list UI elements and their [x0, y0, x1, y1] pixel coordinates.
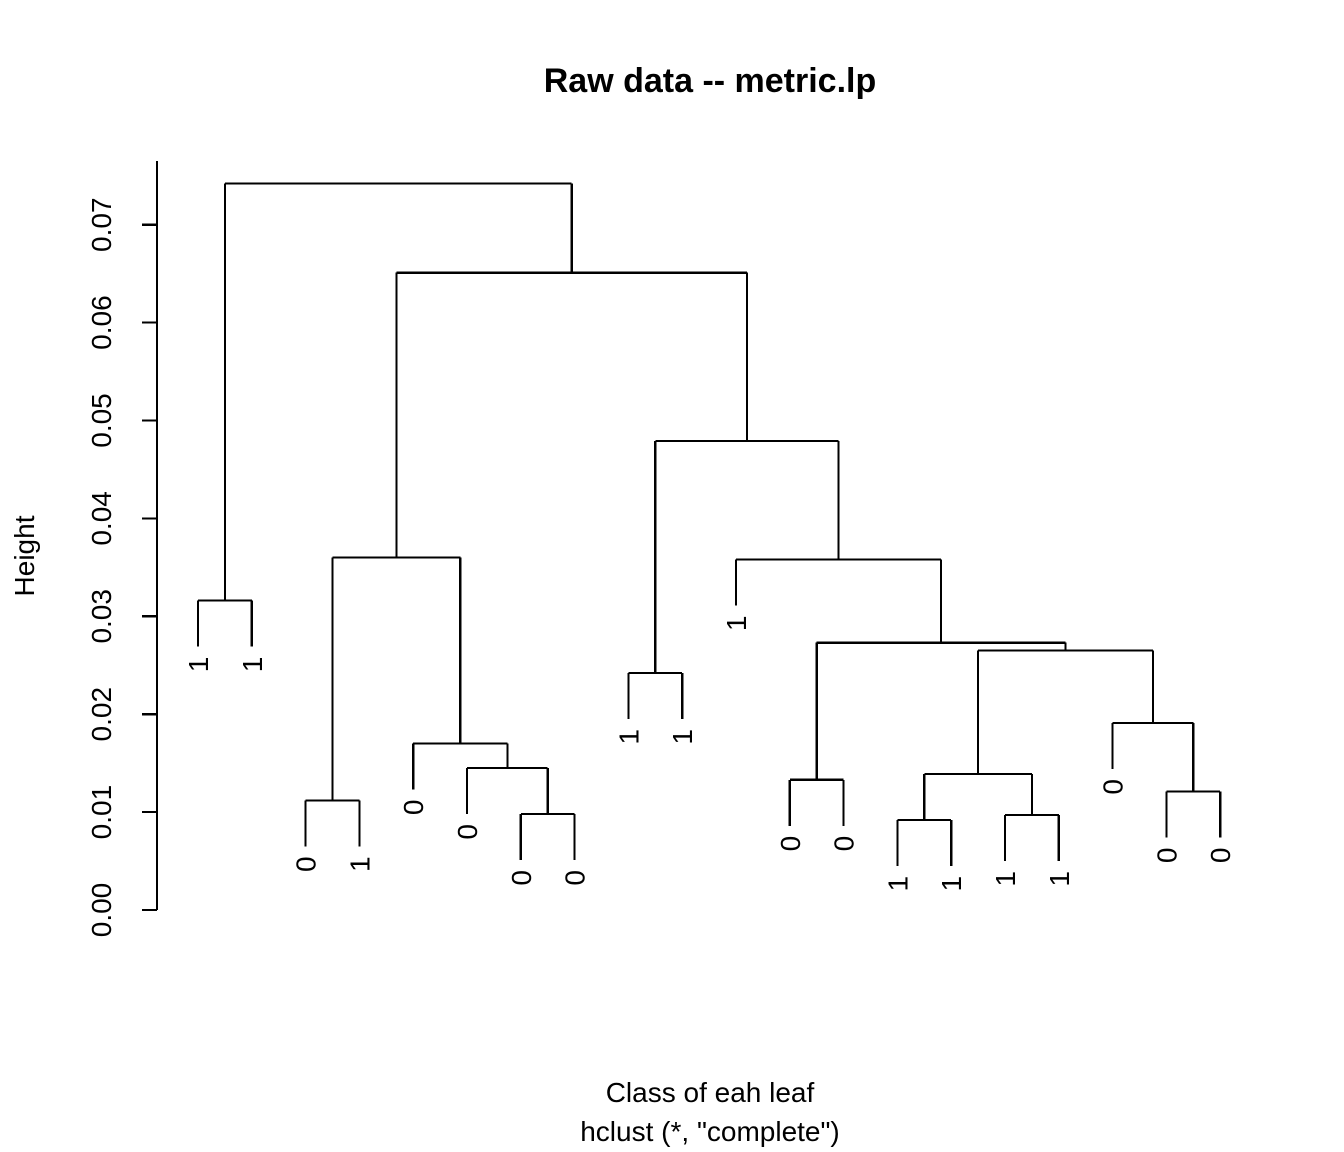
chart-subtitle: hclust (*, "complete") [580, 1116, 840, 1147]
merge-N7 [627, 671, 684, 720]
leaf-label: 0 [398, 800, 429, 816]
merge-N1 [196, 599, 253, 647]
merge-N3 [519, 812, 576, 861]
y-tick-label: 0.00 [86, 883, 117, 938]
merge-N14 [976, 649, 1155, 774]
merge-N10 [1003, 813, 1060, 862]
leaf-label: 0 [291, 856, 322, 872]
y-tick-label: 0.01 [86, 785, 117, 840]
y-axis: 0.00 0.01 0.02 0.03 0.04 0.05 0.06 0.07 [86, 161, 159, 938]
y-tick-label: 0.05 [86, 393, 117, 448]
leaf-label: 1 [667, 729, 698, 745]
y-axis-label: Height [9, 515, 40, 596]
x-axis-label: Class of eah leaf [606, 1077, 815, 1108]
y-tick-label: 0.02 [86, 687, 117, 742]
merge-N5 [412, 742, 509, 790]
leaf-label: 0 [452, 824, 483, 840]
leaf-label: 1 [990, 871, 1021, 887]
merge-N18 [395, 271, 749, 558]
leaf-label: 1 [882, 876, 913, 892]
y-tick-label: 0.04 [86, 491, 117, 546]
y-tick-label: 0.03 [86, 589, 117, 644]
merge-N2 [304, 799, 361, 847]
leaf-label: 0 [1151, 848, 1182, 864]
leaf-label: 1 [237, 657, 268, 673]
merge-N16 [734, 558, 943, 643]
merge-N12 [1165, 790, 1222, 838]
dendrogram-branches [196, 182, 1222, 866]
leaf-label: 1 [936, 876, 967, 892]
chart-title: Raw data -- metric.lp [544, 62, 877, 100]
merge-N9 [896, 818, 953, 866]
y-tick-label: 0.07 [86, 197, 117, 252]
leaf-label: 1 [183, 657, 214, 673]
leaf-label: 0 [560, 870, 591, 886]
merge-N15 [815, 641, 1067, 780]
leaf-label: 1 [721, 616, 752, 632]
merge-N17 [654, 439, 840, 674]
leaf-label: 0 [775, 836, 806, 852]
leaf-label: 0 [1098, 779, 1129, 795]
leaf-label: 0 [506, 870, 537, 886]
merge-N6 [331, 556, 462, 801]
leaf-label: 0 [1205, 848, 1236, 864]
leaf-label: 0 [829, 836, 860, 852]
merge-N19 [223, 182, 573, 601]
leaf-label: 1 [1044, 871, 1075, 887]
leaf-labels: 1 1 0 1 0 0 0 0 1 1 0 0 1 1 1 1 0 0 0 1 [183, 616, 1236, 892]
leaf-label: 1 [344, 856, 375, 872]
leaf-label: 1 [613, 729, 644, 745]
y-tick-label: 0.06 [86, 295, 117, 350]
merge-N4 [465, 766, 549, 815]
merge-N11 [923, 772, 1034, 820]
merge-N8 [788, 778, 845, 826]
